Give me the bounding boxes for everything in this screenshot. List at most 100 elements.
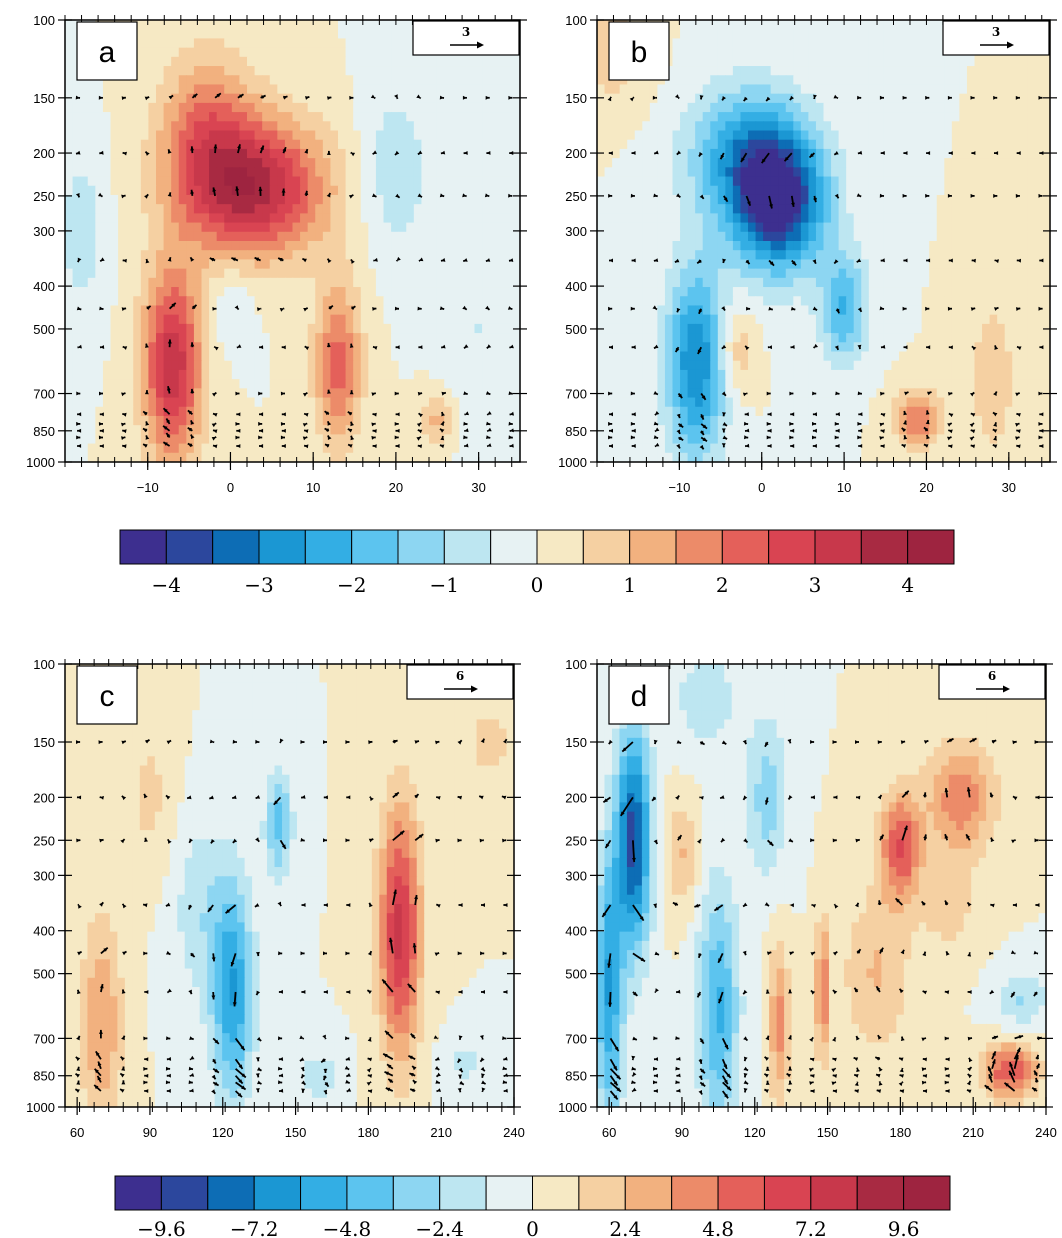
field-cell bbox=[657, 241, 666, 251]
field-cell bbox=[224, 121, 233, 132]
field-cell bbox=[80, 415, 89, 426]
field-cell bbox=[133, 443, 142, 454]
field-cell bbox=[330, 434, 339, 445]
field-cell bbox=[936, 204, 945, 214]
field-cell bbox=[300, 20, 309, 30]
wind-vector-head bbox=[509, 344, 514, 349]
field-cell bbox=[72, 342, 81, 353]
field-cell bbox=[876, 38, 885, 49]
field-cell bbox=[740, 75, 749, 86]
field-cell bbox=[398, 333, 407, 343]
field-cell bbox=[284, 121, 294, 132]
field-cell bbox=[345, 231, 354, 242]
field-cell bbox=[1034, 241, 1044, 251]
field-cell bbox=[627, 84, 636, 95]
field-cell bbox=[763, 176, 772, 187]
field-cell bbox=[883, 194, 893, 205]
field-cell bbox=[95, 259, 104, 270]
field-cell bbox=[838, 241, 847, 251]
field-cell bbox=[292, 112, 301, 122]
field-cell bbox=[748, 20, 757, 30]
field-cell bbox=[239, 323, 248, 334]
field-cell bbox=[307, 351, 316, 362]
field-cell bbox=[982, 167, 991, 178]
field-cell bbox=[831, 29, 840, 40]
field-cell bbox=[322, 194, 332, 205]
field-cell bbox=[140, 314, 150, 325]
field-cell bbox=[406, 47, 415, 58]
field-cell bbox=[891, 231, 900, 242]
field-cell bbox=[868, 148, 877, 159]
field-cell bbox=[406, 397, 415, 408]
field-cell bbox=[95, 434, 104, 445]
field-cell bbox=[216, 56, 225, 67]
field-cell bbox=[451, 250, 460, 261]
field-cell bbox=[512, 93, 521, 104]
field-cell bbox=[868, 75, 877, 86]
field-cell bbox=[664, 158, 674, 168]
field-cell bbox=[1012, 102, 1021, 113]
field-cell bbox=[110, 185, 119, 196]
field-cell bbox=[808, 38, 817, 49]
wind-vector-head bbox=[236, 444, 241, 448]
field-cell bbox=[353, 351, 362, 362]
field-cell bbox=[239, 397, 248, 408]
field-cell bbox=[838, 102, 847, 113]
field-cell bbox=[785, 75, 794, 86]
field-cell bbox=[1019, 148, 1028, 159]
field-cell bbox=[254, 379, 263, 389]
field-cell bbox=[619, 231, 628, 242]
field-cell bbox=[322, 213, 332, 224]
field-cell bbox=[178, 112, 187, 122]
field-cell bbox=[125, 167, 134, 178]
field-cell bbox=[201, 56, 210, 67]
field-cell bbox=[944, 148, 953, 159]
field-cell bbox=[725, 167, 734, 178]
field-cell bbox=[831, 241, 840, 251]
field-cell bbox=[391, 84, 400, 95]
field-cell bbox=[421, 167, 430, 178]
field-cell bbox=[247, 443, 256, 454]
field-cell bbox=[785, 158, 794, 168]
field-cell bbox=[770, 121, 779, 132]
field-cell bbox=[695, 84, 704, 95]
wind-vector-head bbox=[145, 151, 150, 156]
field-cell bbox=[375, 342, 385, 353]
field-cell bbox=[664, 222, 674, 233]
field-cell bbox=[118, 397, 127, 408]
field-cell bbox=[966, 121, 976, 132]
field-cell bbox=[891, 194, 900, 205]
field-cell bbox=[353, 434, 362, 445]
field-cell bbox=[778, 222, 787, 233]
field-cell bbox=[209, 75, 218, 86]
field-cell bbox=[1004, 194, 1013, 205]
field-cell bbox=[171, 406, 180, 417]
field-cell bbox=[95, 185, 104, 196]
field-cell bbox=[262, 333, 271, 343]
field-cell bbox=[755, 29, 764, 40]
field-cell bbox=[284, 167, 294, 178]
field-cell bbox=[65, 415, 74, 426]
field-cell bbox=[284, 406, 294, 417]
field-cell bbox=[966, 66, 976, 76]
field-cell bbox=[680, 47, 689, 58]
field-cell bbox=[785, 29, 794, 40]
wind-vector-head bbox=[464, 443, 469, 448]
wind-vector-head bbox=[508, 95, 513, 100]
field-cell bbox=[383, 452, 392, 463]
field-cell bbox=[778, 185, 787, 196]
field-cell bbox=[695, 75, 704, 86]
field-cell bbox=[702, 194, 711, 205]
field-cell bbox=[451, 388, 460, 399]
field-cell bbox=[72, 323, 81, 334]
field-cell bbox=[193, 314, 203, 325]
field-cell bbox=[627, 222, 636, 233]
field-cell bbox=[231, 158, 241, 168]
field-cell bbox=[95, 222, 104, 233]
field-cell bbox=[375, 84, 385, 95]
field-cell bbox=[868, 47, 877, 58]
field-cell bbox=[474, 333, 483, 343]
field-cell bbox=[315, 296, 324, 307]
field-cell bbox=[619, 121, 628, 132]
field-cell bbox=[497, 360, 506, 371]
